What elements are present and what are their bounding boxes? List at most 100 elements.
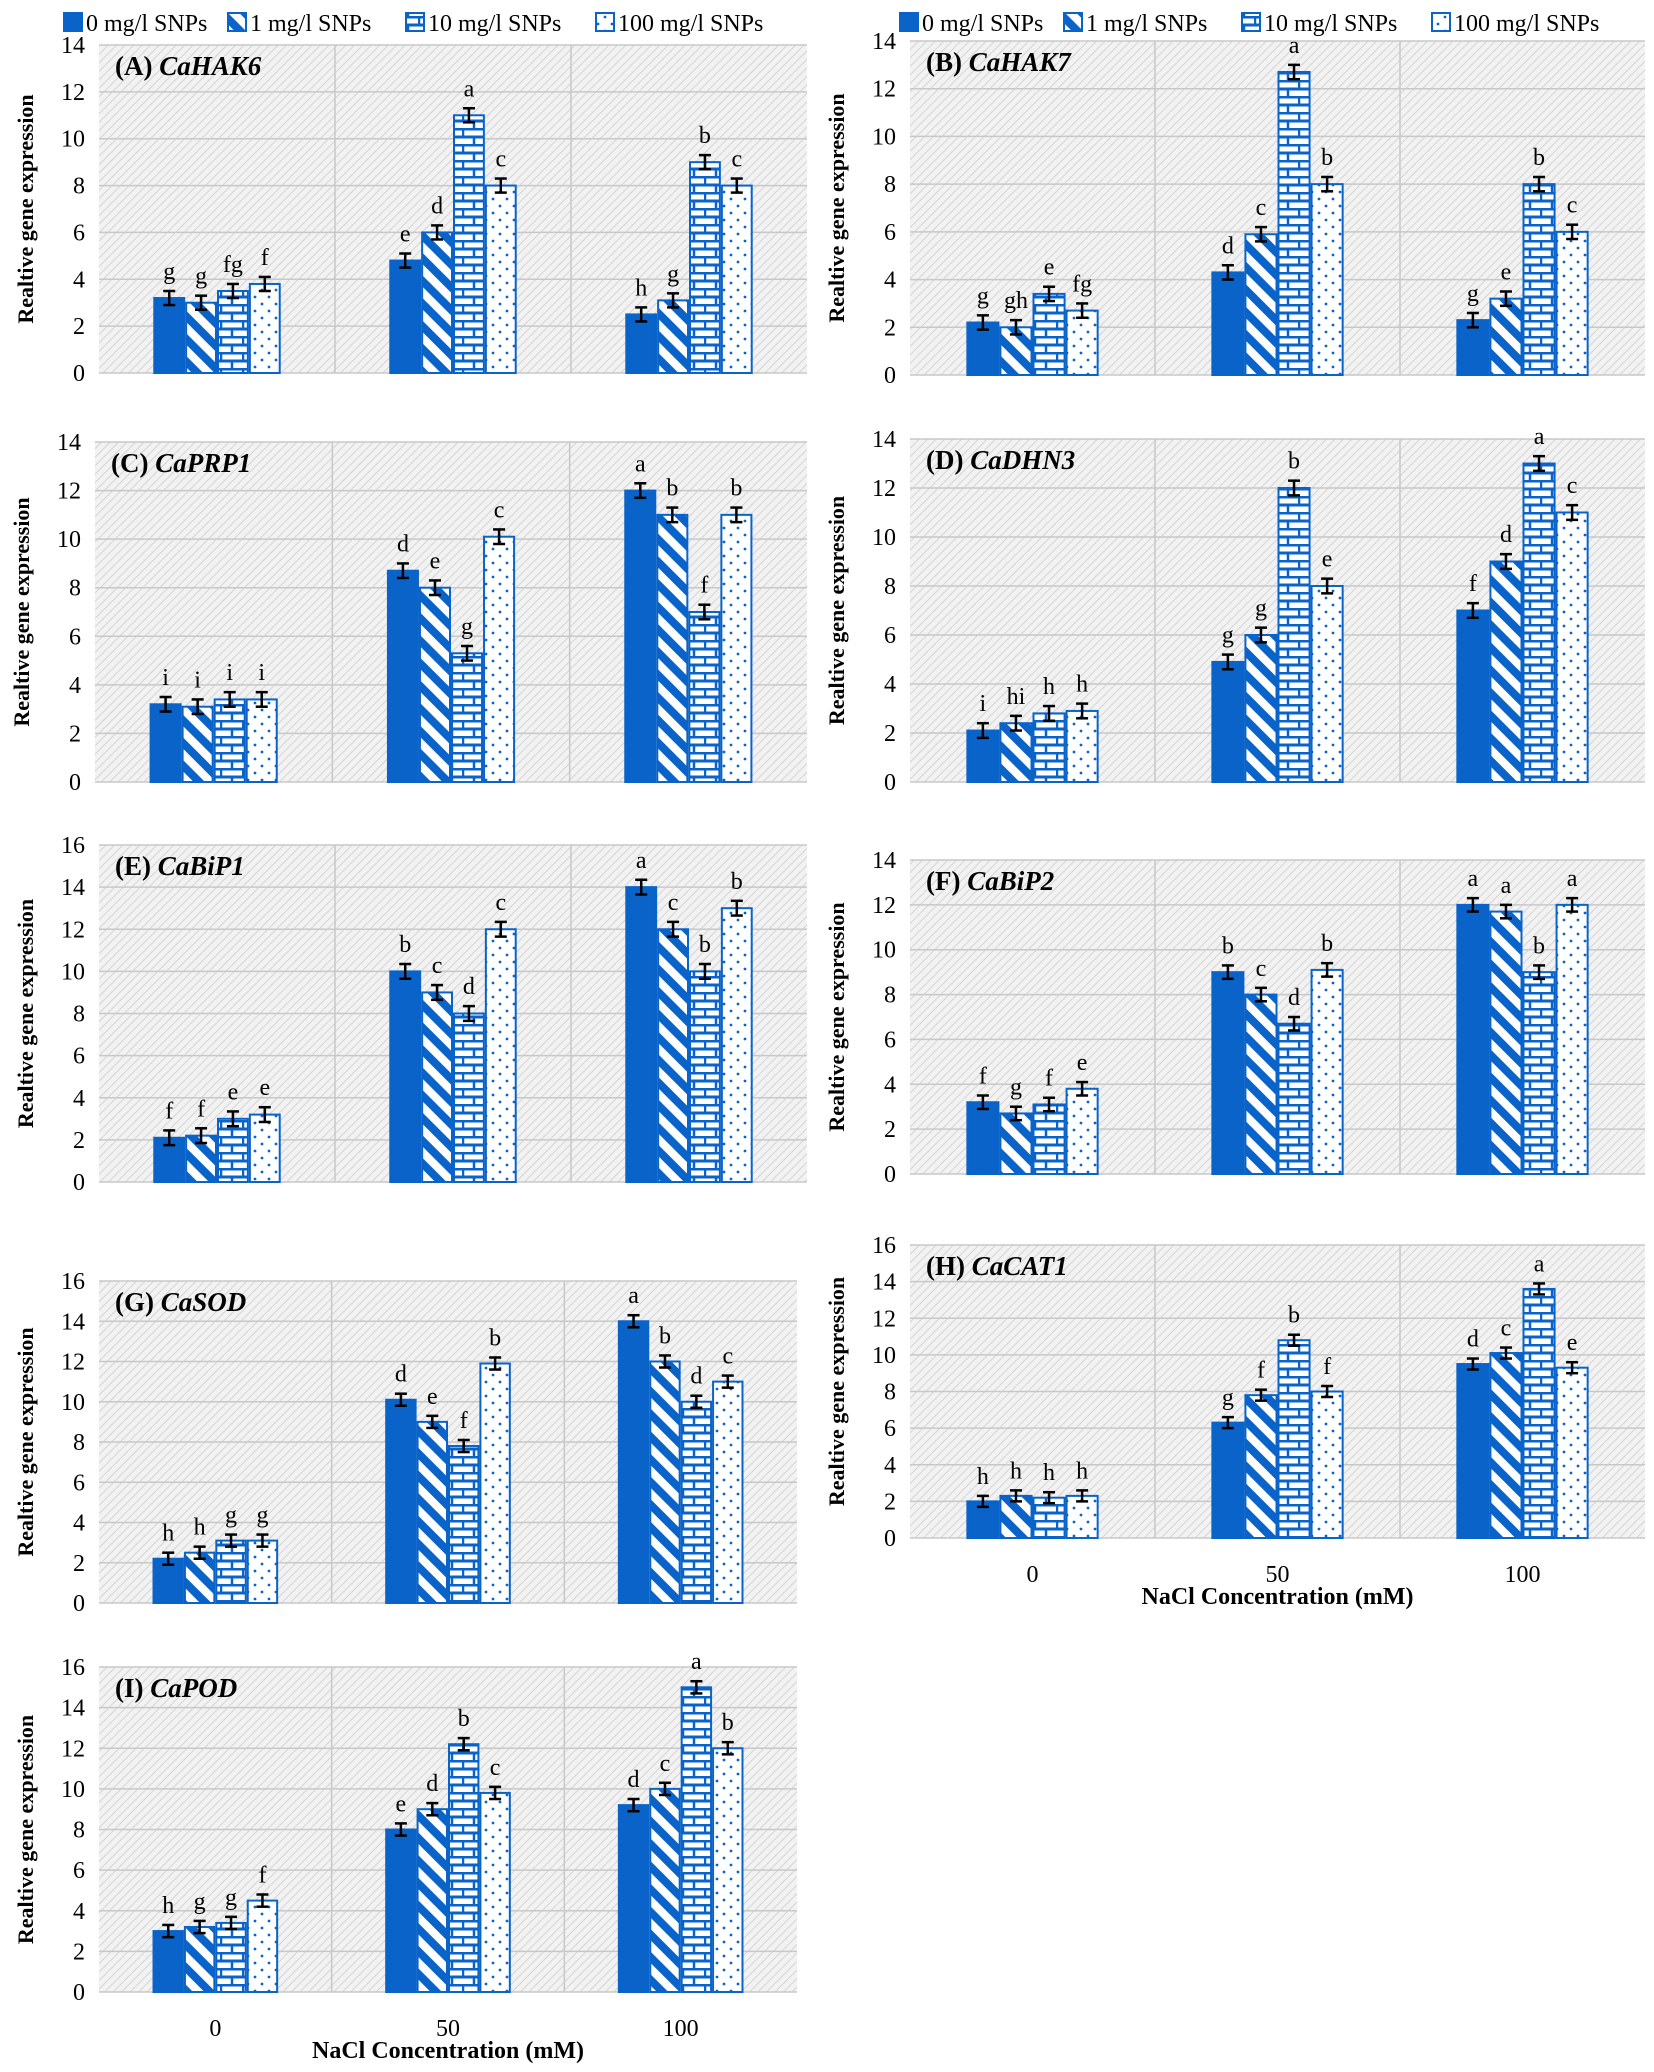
y-tick-label: 6 bbox=[884, 623, 896, 649]
significance-letter: f bbox=[258, 1863, 266, 1889]
bar-1-mg-l-snps bbox=[657, 928, 690, 1183]
y-tick-label: 10 bbox=[61, 959, 85, 985]
bar-1-mg-l-snps bbox=[999, 722, 1033, 784]
bar-1-mg-l-snps bbox=[421, 231, 454, 374]
significance-letter: a bbox=[636, 848, 647, 874]
panel-title: (H) CaCAT1 bbox=[926, 1251, 1068, 1281]
chart-panel-CaDHN3: 0 2 4 6 8 10 12 14 Realtive gene expression (D) C… bbox=[824, 424, 1645, 796]
y-tick-label: 8 bbox=[69, 576, 81, 602]
chart-panel-CaSOD: 0 2 4 6 8 10 12 14 16 Realtive gene expression (G)… bbox=[13, 1269, 797, 1617]
significance-letter: c bbox=[490, 1755, 501, 1781]
bar-1-mg-l-snps bbox=[656, 513, 689, 783]
legend: 0 mg/l SNPs 1 mg/l SNPs 10 mg/l SNPs 100 mg… bbox=[63, 11, 763, 37]
significance-letter: b bbox=[1533, 933, 1545, 959]
y-tick-label: 14 bbox=[61, 1309, 85, 1335]
bar-10-mg-l-snps bbox=[1277, 487, 1311, 783]
y-tick-label: 10 bbox=[61, 1390, 85, 1416]
significance-letter: d bbox=[1500, 522, 1512, 548]
significance-letter: b bbox=[458, 1706, 470, 1732]
bar-100-mg-l-snps bbox=[1065, 309, 1099, 377]
significance-letter: f bbox=[1469, 571, 1477, 597]
bar-0-mg-l-snps bbox=[385, 1828, 417, 1993]
y-axis-label: Realtive gene expression bbox=[13, 94, 38, 323]
y-tick-label: 14 bbox=[61, 33, 85, 59]
significance-letter: c bbox=[495, 147, 506, 173]
y-tick-label: 14 bbox=[61, 875, 85, 901]
significance-letter: e bbox=[1567, 1330, 1578, 1356]
bar-10-mg-l-snps bbox=[1522, 1287, 1556, 1539]
y-tick-label: 12 bbox=[872, 476, 896, 502]
gene-name: CaBiP2 bbox=[967, 866, 1054, 896]
panel-title: (I) CaPOD bbox=[115, 1673, 237, 1703]
significance-letter: g bbox=[225, 1885, 237, 1911]
y-tick-label: 16 bbox=[61, 1655, 85, 1681]
bar-100-mg-l-snps bbox=[1065, 1494, 1099, 1539]
legend: 0 mg/l SNPs 1 mg/l SNPs 10 mg/l SNPs 100 mg… bbox=[899, 11, 1599, 37]
bar-100-mg-l-snps bbox=[1555, 1366, 1589, 1539]
bar-1-mg-l-snps bbox=[1244, 993, 1278, 1175]
significance-letter: d bbox=[431, 193, 443, 219]
y-tick-label: 6 bbox=[73, 1858, 85, 1884]
gene-name: CaPOD bbox=[150, 1673, 237, 1703]
significance-letter: d bbox=[1288, 985, 1300, 1011]
panel-letter: (C) bbox=[111, 448, 155, 478]
legend-swatch bbox=[1431, 12, 1451, 32]
gene-name: CaCAT1 bbox=[972, 1251, 1068, 1281]
significance-letter: b bbox=[399, 932, 411, 958]
y-tick-label: 2 bbox=[73, 314, 85, 340]
bar-10-mg-l-snps bbox=[1522, 183, 1556, 376]
bar-0-mg-l-snps bbox=[1456, 319, 1490, 376]
significance-letter: a bbox=[1567, 866, 1578, 892]
legend-label: 0 mg/l SNPs bbox=[922, 11, 1043, 37]
bar-100-mg-l-snps bbox=[1310, 585, 1344, 783]
legend-label: 10 mg/l SNPs bbox=[428, 11, 561, 37]
significance-letter: d bbox=[1467, 1327, 1479, 1353]
significance-letter: b bbox=[722, 1710, 734, 1736]
panel-letter: (D) bbox=[926, 445, 970, 475]
significance-letter: g bbox=[977, 283, 989, 309]
bar-0-mg-l-snps bbox=[153, 297, 186, 374]
bar-1-mg-l-snps bbox=[999, 1112, 1033, 1176]
y-tick-label: 4 bbox=[73, 1899, 85, 1925]
y-tick-label: 2 bbox=[884, 721, 896, 747]
significance-letter: f bbox=[165, 1098, 173, 1124]
significance-letter: b bbox=[1288, 449, 1300, 475]
y-tick-label: 4 bbox=[73, 1086, 85, 1112]
bar-1-mg-l-snps bbox=[1244, 1394, 1278, 1539]
panel-letter: (A) bbox=[115, 51, 159, 81]
significance-letter: b bbox=[699, 932, 711, 958]
panel-title: (D) CaDHN3 bbox=[926, 445, 1075, 475]
bar-10-mg-l-snps bbox=[213, 698, 246, 784]
significance-letter: b bbox=[1288, 1303, 1300, 1329]
y-tick-label: 14 bbox=[872, 29, 896, 55]
panel-title: (F) CaBiP2 bbox=[926, 866, 1054, 896]
significance-letter: e bbox=[430, 548, 441, 574]
significance-letter: a bbox=[1534, 1251, 1545, 1277]
legend-swatch bbox=[405, 12, 425, 32]
bar-10-mg-l-snps bbox=[689, 161, 721, 374]
significance-letter: f bbox=[700, 573, 708, 599]
y-tick-label: 0 bbox=[73, 1170, 85, 1196]
y-tick-label: 12 bbox=[61, 1350, 85, 1376]
x-tick-label: 0 bbox=[1027, 1562, 1039, 1588]
bar-100-mg-l-snps bbox=[720, 907, 753, 1183]
bar-100-mg-l-snps bbox=[1065, 1087, 1099, 1176]
y-tick-label: 4 bbox=[884, 1453, 896, 1479]
chart-panel-CaPRP1: 0 2 4 6 8 10 12 14 Realtive gene expression (C) C… bbox=[9, 430, 807, 796]
panel-letter: (B) bbox=[926, 47, 969, 77]
significance-letter: b bbox=[1321, 931, 1333, 957]
significance-letter: a bbox=[1468, 866, 1479, 892]
bar-100-mg-l-snps bbox=[712, 1380, 744, 1604]
bar-100-mg-l-snps bbox=[1310, 183, 1344, 376]
significance-letter: h bbox=[1043, 1460, 1055, 1486]
significance-letter: i bbox=[258, 660, 265, 686]
bar-10-mg-l-snps bbox=[1277, 1339, 1311, 1539]
significance-letter: d bbox=[1222, 233, 1234, 259]
y-tick-label: 2 bbox=[73, 1128, 85, 1154]
bar-100-mg-l-snps bbox=[1310, 968, 1344, 1176]
bar-10-mg-l-snps bbox=[453, 1012, 485, 1183]
bar-0-mg-l-snps bbox=[966, 321, 1000, 376]
bar-10-mg-l-snps bbox=[448, 1445, 480, 1605]
bar-100-mg-l-snps bbox=[483, 535, 516, 784]
y-tick-label: 10 bbox=[61, 127, 85, 153]
